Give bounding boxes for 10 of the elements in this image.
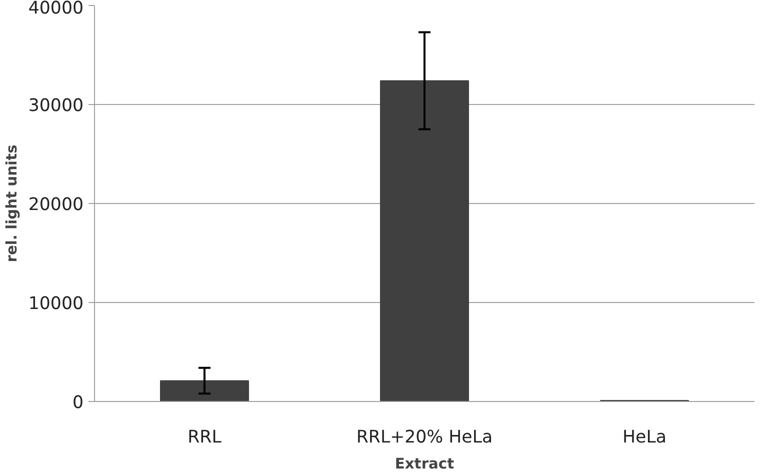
x-tick-label: HeLa: [622, 428, 666, 448]
y-tick-label: 0: [72, 393, 84, 413]
y-axis-title: rel. light units: [3, 144, 20, 262]
y-tick-label: 10000: [28, 294, 84, 314]
y-tick-label: 30000: [28, 96, 84, 116]
x-tick-label: RRL: [188, 428, 222, 448]
x-tick-label: RRL+20% HeLa: [356, 428, 493, 448]
x-axis-title: Extract: [394, 456, 454, 472]
y-tick-label: 40000: [28, 0, 84, 18]
y-tick-label: 20000: [28, 195, 84, 215]
